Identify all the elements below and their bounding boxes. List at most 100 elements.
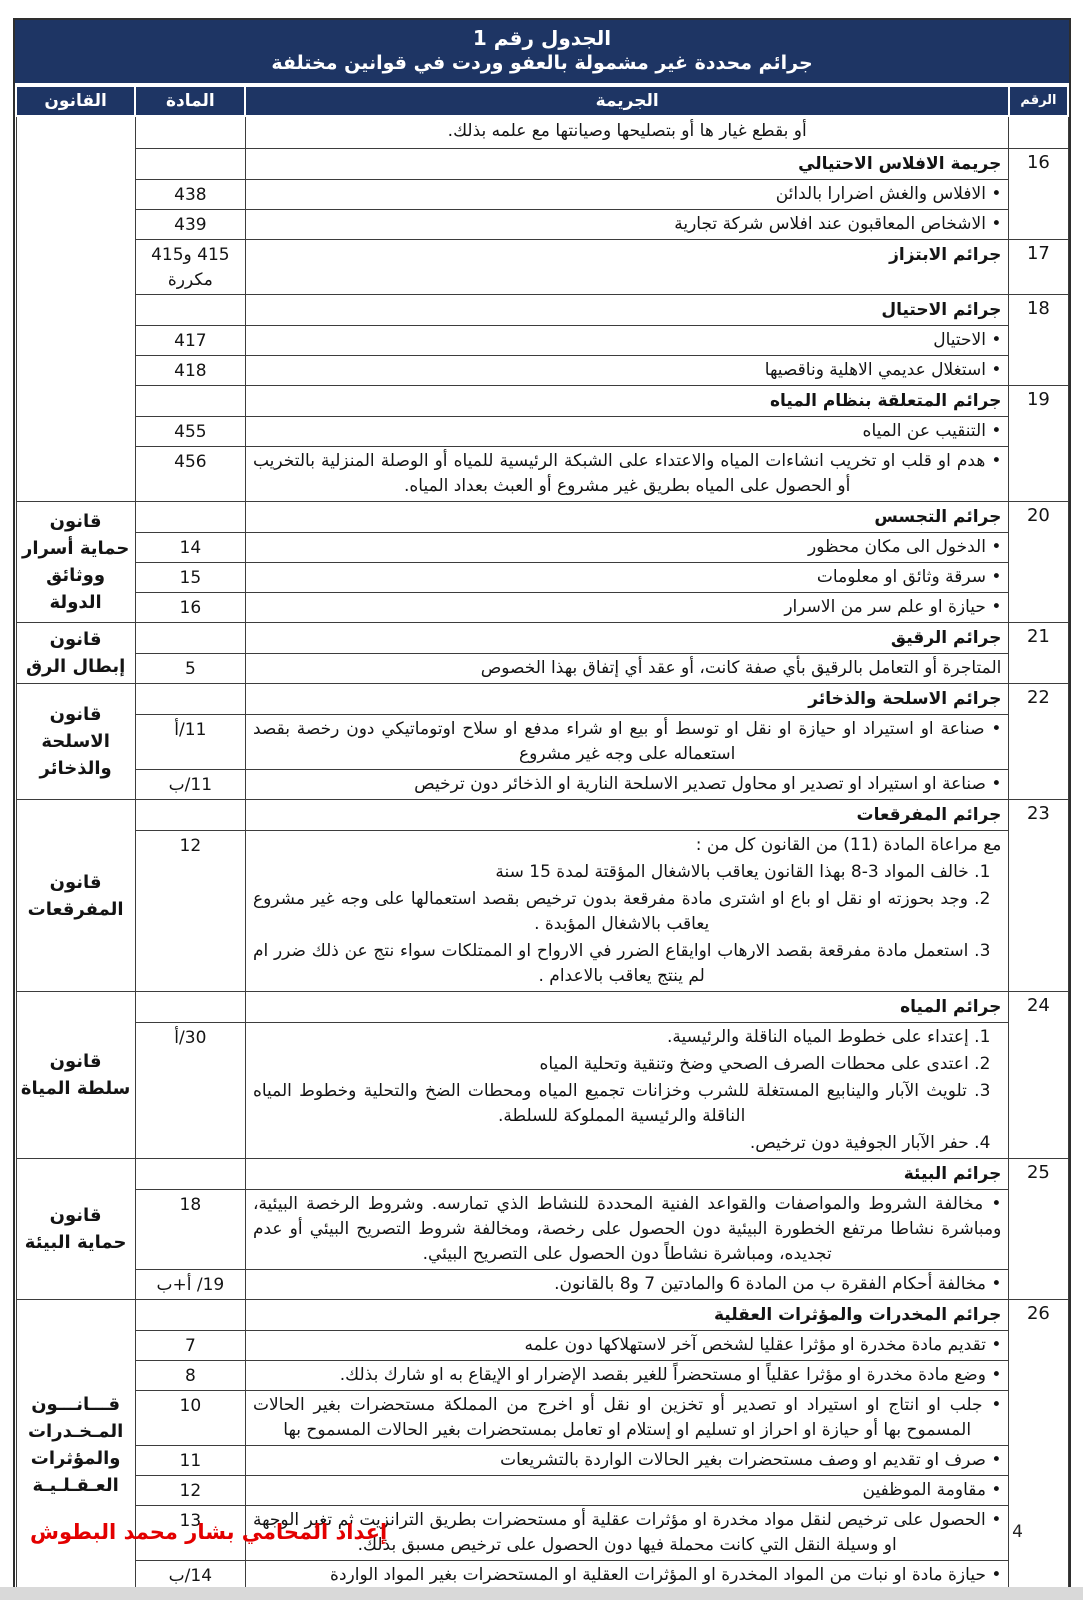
crime-paragraph: أو بقطع غيار ها أو بتصليحها وصيانتها مع …	[447, 121, 807, 141]
crime-group-title-cell: جرائم المياه	[244, 991, 1010, 1023]
law-cell-empty	[15, 115, 136, 502]
crime-item-row: • الاحتيال 417	[16, 325, 1068, 356]
crime-item-row: • مخالفة أحكام الفقرة ب من المادة 6 والم…	[16, 1269, 1068, 1300]
article-cell	[134, 501, 246, 533]
page-number: 4	[1012, 1522, 1023, 1542]
article-cell	[134, 385, 246, 417]
crime-item-cell: مع مراعاة المادة (11) من القانون كل من :…	[244, 830, 1010, 992]
table-title-block: الجدول رقم 1 جرائم محددة غير مشمولة بالع…	[15, 20, 1069, 83]
horizontal-scrollbar[interactable]	[0, 1587, 1083, 1600]
crime-item-cell: • الاشخاص المعاقبون عند افلاس شركة تجاري…	[244, 209, 1010, 240]
crime-item-cell: • الدخول الى مكان محظور	[244, 532, 1010, 563]
column-header-law: القانون	[14, 85, 137, 117]
crime-item-row: • صرف او تقديم او وصف مستحضرات بغير الحا…	[16, 1445, 1068, 1476]
crime-item-row: • وضع مادة مخدرة او مؤثرا عقلياً او مستح…	[16, 1360, 1068, 1391]
column-header-number: الرقم	[1007, 85, 1070, 117]
crime-group-title-cell: جرائم التجسس	[244, 501, 1010, 533]
crime-paragraph: • استغلال عديمي الاهلية وناقصيها	[764, 360, 1002, 380]
law-cell: قانون حماية أسرار ووثائق الدولة	[15, 501, 136, 623]
row-number-cell: 20	[1008, 501, 1069, 623]
crime-paragraph: • صناعة او استيراد او حيازة او نقل او تو…	[252, 719, 1002, 764]
article-cell	[134, 799, 246, 831]
article-cell	[134, 148, 246, 180]
crime-group-title-row: 20 جرائم التجسس قانون حماية أسرار ووثائق ا…	[15, 501, 1069, 623]
article-cell: 19/ أ+ب	[134, 1269, 246, 1300]
crime-item-cell: • صناعة او استيراد او حيازة او نقل او تو…	[244, 714, 1010, 770]
crime-item-cell: • صناعة او استيراد او تصدير او محاول تصد…	[244, 769, 1010, 800]
crime-item-row: • الاشخاص المعاقبون عند افلاس شركة تجاري…	[16, 209, 1068, 240]
column-header-crime: الجريمة	[244, 85, 1010, 117]
article-cell: 11/أ	[134, 714, 246, 770]
crime-item-cell: • الحصول على ترخيص لنقل مواد مخدرة او مؤ…	[244, 1505, 1010, 1561]
crime-item-row: • حيازة او علم سر من الاسرار 16	[16, 592, 1068, 623]
article-cell: 8	[134, 1360, 246, 1391]
row-number-cell: 26	[1008, 1299, 1069, 1591]
crime-item-cell: • حيازة او علم سر من الاسرار	[244, 592, 1010, 623]
article-cell: 438	[134, 179, 246, 210]
crime-group-title-row: 21 جرائم الرقيق قانون إبطال الرق	[15, 622, 1069, 684]
article-cell: 12	[134, 1475, 246, 1506]
crime-item-cell: • مقاومة الموظفين	[244, 1475, 1010, 1506]
crime-paragraph: • صرف او تقديم او وصف مستحضرات بغير الحا…	[500, 1450, 1002, 1470]
law-cell: قانون إبطال الرق	[15, 622, 136, 684]
crime-paragraph: • حيازة او علم سر من الاسرار	[784, 597, 1002, 617]
crime-paragraph: 2. وجد بحوزته او نقل او باع او اشترى ماد…	[252, 889, 991, 934]
crime-item-row: • جلب او انتاج او استيراد او تصدير أو تخ…	[16, 1390, 1068, 1446]
article-cell	[134, 115, 246, 149]
article-cell: 18	[134, 1189, 246, 1270]
crime-paragraph: • الافلاس والغش اضرارا بالدائن	[775, 184, 1002, 204]
crime-paragraph: 1. إعتداء على خطوط المياه الناقلة والرئي…	[667, 1027, 991, 1047]
crime-paragraph: 4. حفر الآبار الجوفية دون ترخيص.	[749, 1133, 991, 1153]
article-cell: 13	[134, 1505, 246, 1561]
crime-item-row: • مخالفة الشروط والمواصفات والقواعد الفن…	[16, 1189, 1068, 1270]
article-cell	[134, 622, 246, 654]
row-number-cell: 21	[1008, 622, 1069, 684]
crime-paragraph: • مخالفة أحكام الفقرة ب من المادة 6 والم…	[554, 1274, 1002, 1294]
crime-item-row: • مقاومة الموظفين 12	[16, 1475, 1068, 1506]
crime-group-title-row: 23 جرائم المفرقعات قانون المفرقعات	[15, 799, 1069, 992]
crime-item-cell: • سرقة وثائق او معلومات	[244, 562, 1010, 593]
article-cell: 11/ب	[134, 769, 246, 800]
crime-item-row: • الحصول على ترخيص لنقل مواد مخدرة او مؤ…	[16, 1505, 1068, 1561]
article-cell: 456	[134, 446, 246, 502]
crime-group-title-row: 17 جرائم الابتزاز 415 و415 مكررة	[16, 239, 1069, 295]
article-cell	[134, 991, 246, 1023]
crime-group-title-cell: جرائم الاحتيال	[244, 294, 1010, 326]
row-number-cell: 22	[1008, 683, 1069, 800]
article-cell: 12	[134, 830, 246, 992]
crime-paragraph: • مخالفة الشروط والمواصفات والقواعد الفن…	[252, 1194, 1002, 1264]
crime-paragraph: • هدم او قلب او تخريب انشاءات المياه وال…	[252, 451, 1002, 496]
article-cell: 5	[134, 653, 246, 684]
crime-item-cell: • الاحتيال	[244, 325, 1010, 356]
law-cell: قانون حماية البيئة	[15, 1158, 136, 1300]
article-cell: 10	[134, 1390, 246, 1446]
crime-item-cell: المتاجرة أو التعامل بالرقيق بأي صفة كانت…	[244, 653, 1010, 684]
crime-paragraph: 3. تلويث الآبار والينابيع المستغلة للشرب…	[252, 1081, 991, 1126]
article-cell: 30/أ	[134, 1022, 246, 1159]
law-cell: قـــانـــون المـخـدرات والمؤثرات العـقـل…	[15, 1299, 136, 1591]
crime-group-title-row: 24 جرائم المياه قانون سلطة المياة	[15, 991, 1069, 1159]
crime-item-cell: • الافلاس والغش اضرارا بالدائن	[244, 179, 1010, 210]
crime-item-cell: • وضع مادة مخدرة او مؤثرا عقلياً او مستح…	[244, 1360, 1010, 1391]
article-cell: 14/ب	[134, 1560, 246, 1591]
article-cell: 15	[134, 562, 246, 593]
crime-item-cell: • تقديم مادة مخدرة او مؤثرا عقليا لشخص آ…	[244, 1330, 1010, 1361]
crime-group-title-cell: جرائم الابتزاز	[244, 239, 1010, 295]
crime-group-title-cell: جرائم المتعلقة بنظام المياه	[244, 385, 1010, 417]
crime-item-row: • هدم او قلب او تخريب انشاءات المياه وال…	[16, 446, 1068, 502]
crime-group-title-row: 18 جرائم الاحتيال	[16, 294, 1069, 386]
crime-paragraph: • وضع مادة مخدرة او مؤثرا عقلياً او مستح…	[339, 1365, 1002, 1385]
table-subtitle: جرائم محددة غير مشمولة بالعفو وردت في قو…	[271, 52, 813, 74]
crime-group-title-row: 25 جرائم البيئة قانون حماية البيئة	[15, 1158, 1069, 1300]
crime-item-row: • سرقة وثائق او معلومات 15	[16, 562, 1068, 593]
row-number-cell: 18	[1008, 294, 1069, 386]
crime-group-title-row: 26 جرائم المخدرات والمؤثرات العقلية قـــان…	[15, 1299, 1069, 1591]
row-number-cell: 17	[1008, 239, 1069, 295]
crime-group-title-cell: جرائم البيئة	[244, 1158, 1010, 1190]
crime-item-row: • صناعة او استيراد او حيازة او نقل او تو…	[16, 714, 1068, 770]
law-cell: قانون المفرقعات	[15, 799, 136, 992]
crimes-data-table: الرقم الجريمة المادة القانون أو بقطع غيا…	[14, 85, 1070, 1591]
crime-item-cell: • صرف او تقديم او وصف مستحضرات بغير الحا…	[244, 1445, 1010, 1476]
article-cell: 417	[134, 325, 246, 356]
